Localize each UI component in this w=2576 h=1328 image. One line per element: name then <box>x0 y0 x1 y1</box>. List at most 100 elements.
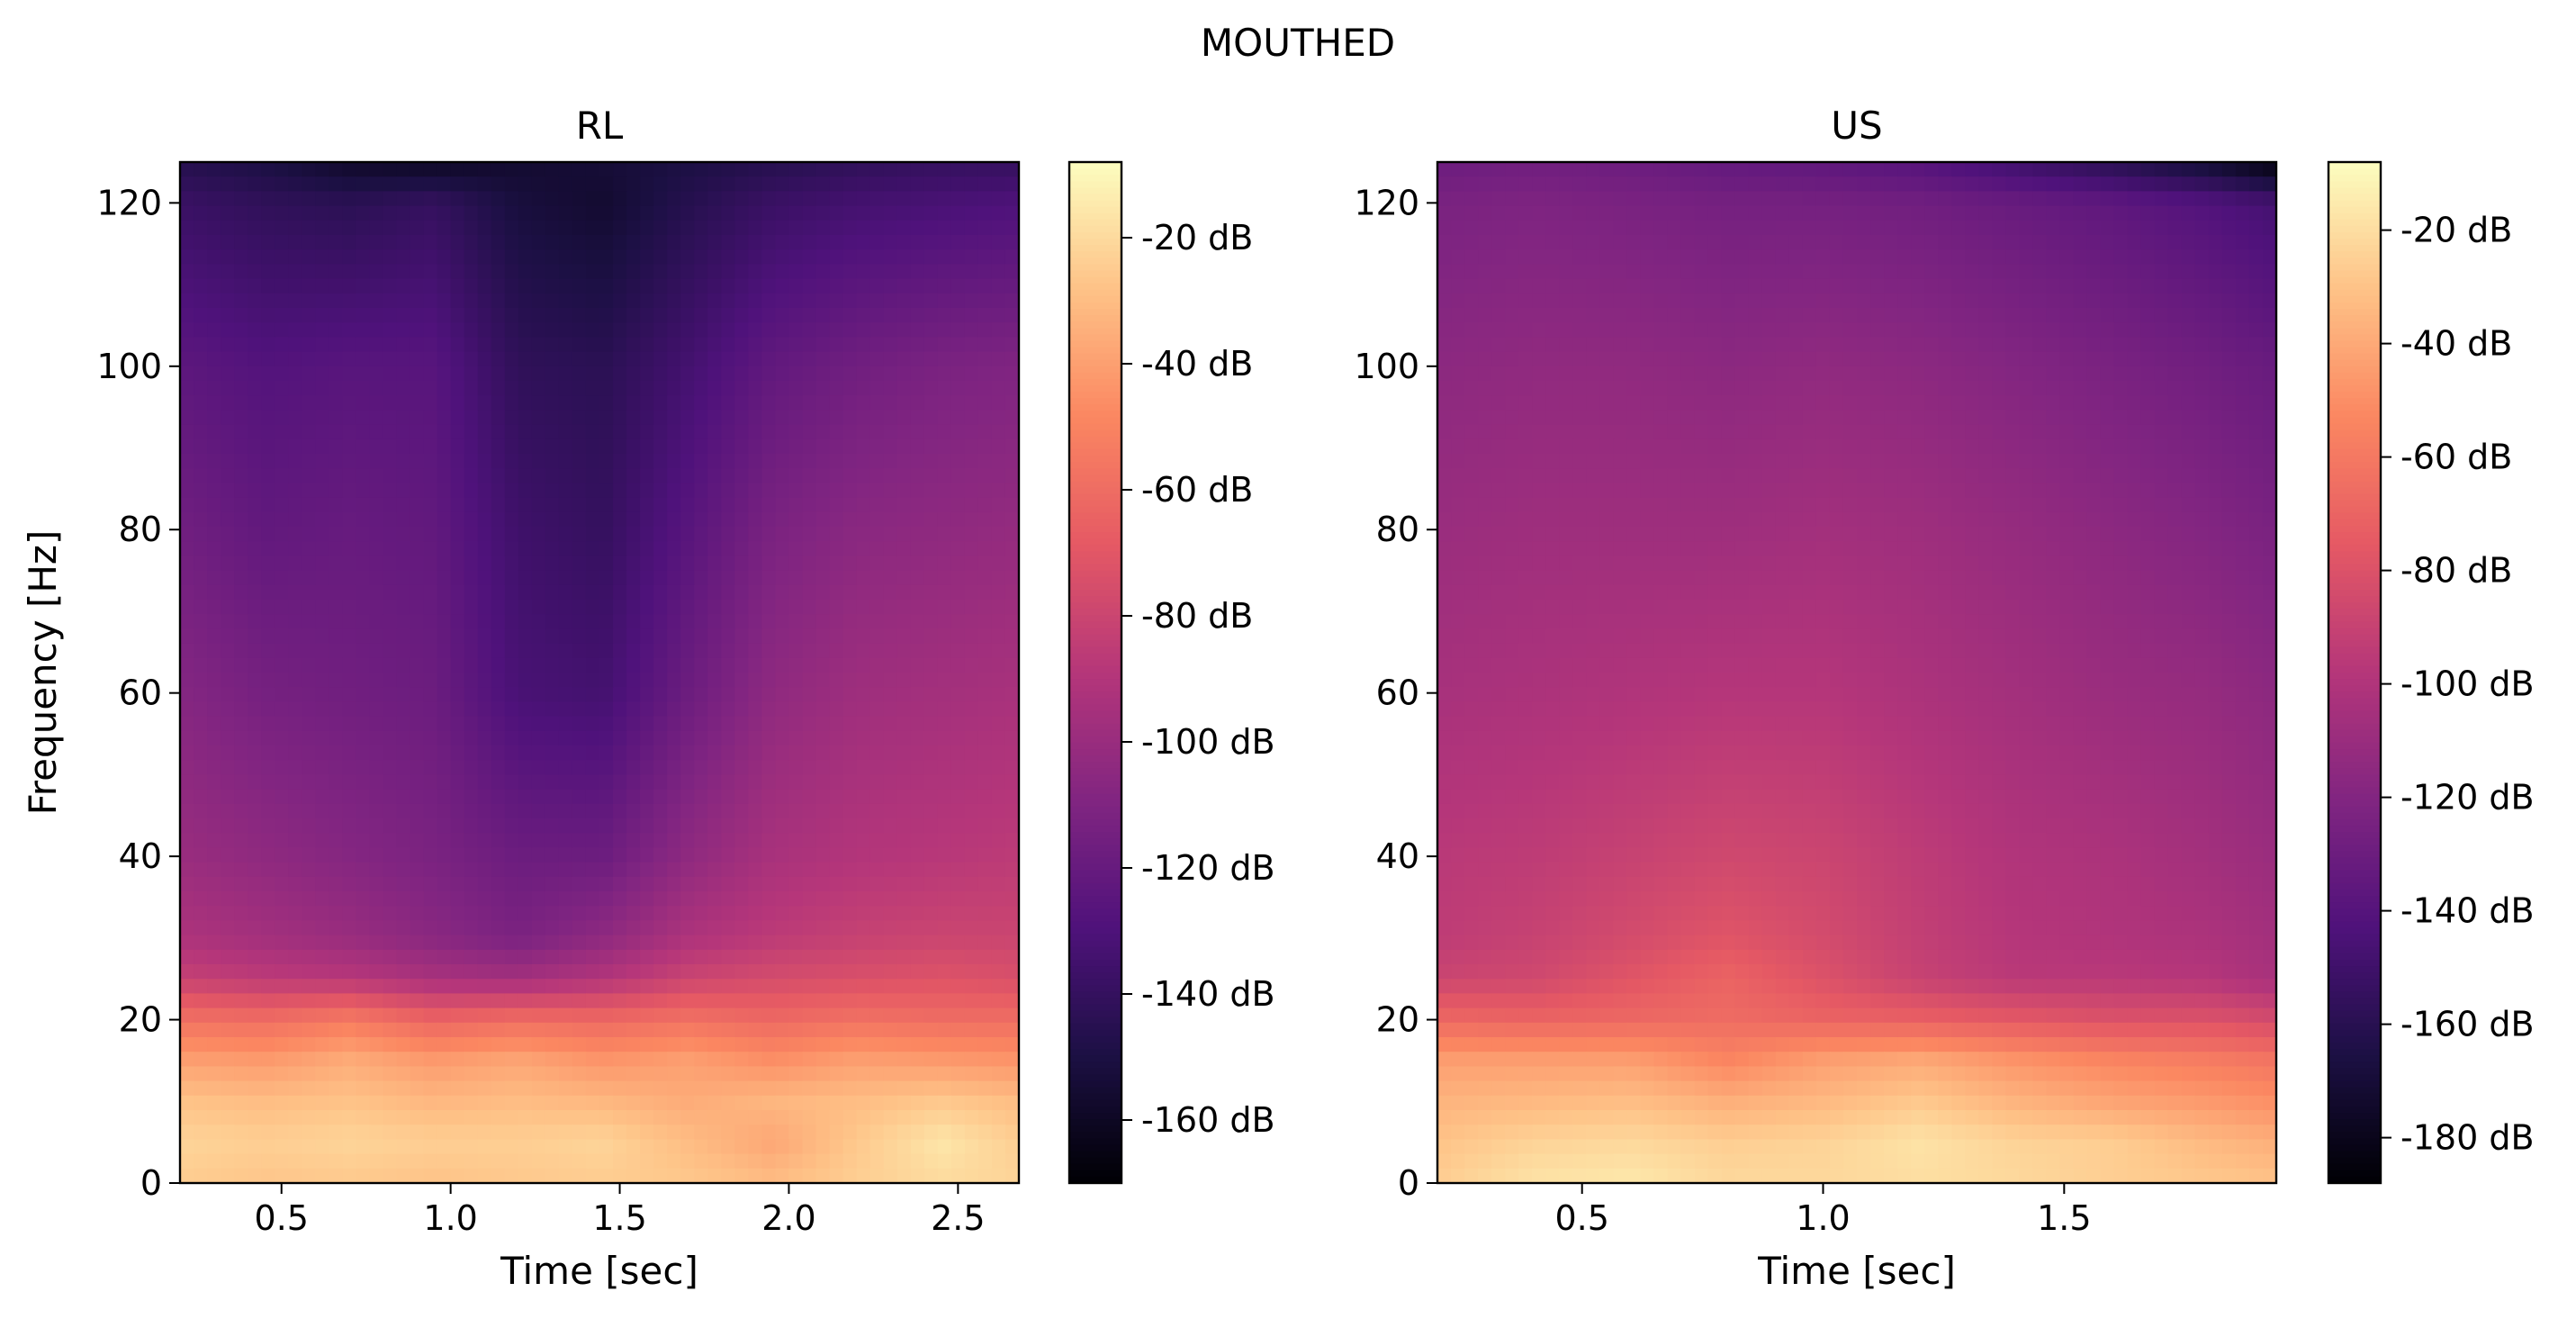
heatmap-cell <box>1004 483 1020 499</box>
heatmap-cell <box>558 745 573 761</box>
heatmap-cell <box>2248 205 2264 221</box>
heatmap-cell <box>964 628 979 645</box>
heatmap-cell <box>910 673 925 688</box>
heatmap-cell <box>329 497 344 513</box>
colorbar-segment <box>1069 334 1121 342</box>
heatmap-cell <box>288 278 303 294</box>
heatmap-cell <box>585 1022 600 1038</box>
heatmap-cell <box>667 1080 681 1097</box>
heatmap-cell <box>734 906 750 922</box>
heatmap-cell <box>937 600 952 615</box>
heatmap-cell <box>977 176 993 193</box>
heatmap-cell <box>261 876 276 892</box>
heatmap-cell <box>613 395 627 411</box>
heatmap-cell <box>504 511 519 528</box>
heatmap-cell <box>2221 235 2237 250</box>
heatmap-cell <box>275 527 290 542</box>
heatmap-cell <box>923 1168 939 1184</box>
heatmap-cell <box>2194 176 2210 193</box>
heatmap-cell <box>734 205 750 221</box>
heatmap-cell <box>2005 220 2021 236</box>
heatmap-cell <box>1802 162 1817 177</box>
heatmap-cell <box>775 410 790 426</box>
heatmap-cell <box>369 906 384 922</box>
heatmap-cell <box>572 1139 587 1155</box>
heatmap-cell <box>464 993 479 1009</box>
heatmap-cell <box>856 628 871 645</box>
heatmap-cell <box>815 730 831 746</box>
heatmap-cell <box>329 570 344 586</box>
heatmap-cell <box>234 1168 248 1184</box>
heatmap-cell <box>572 366 587 382</box>
heatmap-cell <box>761 483 777 499</box>
heatmap-cell <box>599 438 614 455</box>
heatmap-cell <box>1761 162 1777 177</box>
heatmap-cell <box>788 906 804 922</box>
heatmap-cell <box>450 249 465 266</box>
heatmap-cell <box>1478 162 1492 177</box>
heatmap-cell <box>396 1080 411 1097</box>
heatmap-cell <box>734 1168 750 1184</box>
heatmap-cell <box>2032 162 2048 177</box>
heatmap-cell <box>856 673 871 688</box>
heatmap-cell <box>856 220 871 236</box>
heatmap-cell <box>221 1066 235 1082</box>
heatmap-cell <box>950 556 966 572</box>
heatmap-cell <box>748 1153 763 1170</box>
heatmap-cell <box>869 424 885 440</box>
heatmap-cell <box>667 716 681 732</box>
heatmap-cell <box>1667 191 1682 207</box>
heatmap-cell <box>383 424 398 440</box>
heatmap-cell <box>491 511 506 528</box>
heatmap-cell <box>558 920 573 936</box>
heatmap-cell <box>869 191 885 207</box>
heatmap-cell <box>883 818 898 834</box>
heatmap-cell <box>531 818 546 834</box>
colorbar-segment <box>1069 749 1121 756</box>
heatmap-cell <box>599 876 614 892</box>
heatmap-cell <box>937 570 952 586</box>
colorbar-segment <box>1069 481 1121 489</box>
heatmap-cell <box>342 891 357 907</box>
heatmap-cell <box>342 847 357 863</box>
heatmap-cell <box>667 410 681 426</box>
heatmap-cell <box>491 235 506 250</box>
heatmap-cell <box>734 1110 750 1125</box>
heatmap-cell <box>261 701 276 718</box>
heatmap-cell <box>748 600 763 615</box>
heatmap-cell <box>261 774 276 790</box>
heatmap-cell <box>2262 176 2277 193</box>
heatmap-cell <box>937 322 952 339</box>
heatmap-cell <box>626 1052 641 1068</box>
heatmap-cell <box>248 235 262 250</box>
heatmap-cell <box>234 454 248 469</box>
heatmap-cell <box>707 876 723 892</box>
heatmap-cell <box>329 687 344 703</box>
heatmap-cell <box>640 454 654 469</box>
heatmap-cell <box>721 1037 736 1052</box>
heatmap-cell <box>275 789 290 805</box>
heatmap-cell <box>383 949 398 965</box>
heatmap-cell <box>329 891 344 907</box>
heatmap-cell <box>288 1080 303 1097</box>
heatmap-cell <box>667 468 681 484</box>
heatmap-cell <box>531 497 546 513</box>
heatmap-cell <box>450 220 465 236</box>
heatmap-cell <box>856 191 871 207</box>
heatmap-cell <box>950 162 966 177</box>
heatmap-cell <box>721 1168 736 1184</box>
heatmap-cell <box>275 454 290 469</box>
heatmap-cell <box>545 410 560 426</box>
heatmap-cell <box>964 1080 979 1097</box>
heatmap-cell <box>775 600 790 615</box>
heatmap-cell <box>1004 774 1020 790</box>
heatmap-cell <box>626 235 641 250</box>
heatmap-cell <box>829 527 844 542</box>
heatmap-cell <box>653 614 668 630</box>
heatmap-cell <box>626 628 641 645</box>
heatmap-cell <box>721 687 736 703</box>
heatmap-cell <box>383 541 398 557</box>
colorbar-segment <box>1069 1049 1121 1057</box>
heatmap-cell <box>329 322 344 339</box>
heatmap-cell <box>950 1139 966 1155</box>
